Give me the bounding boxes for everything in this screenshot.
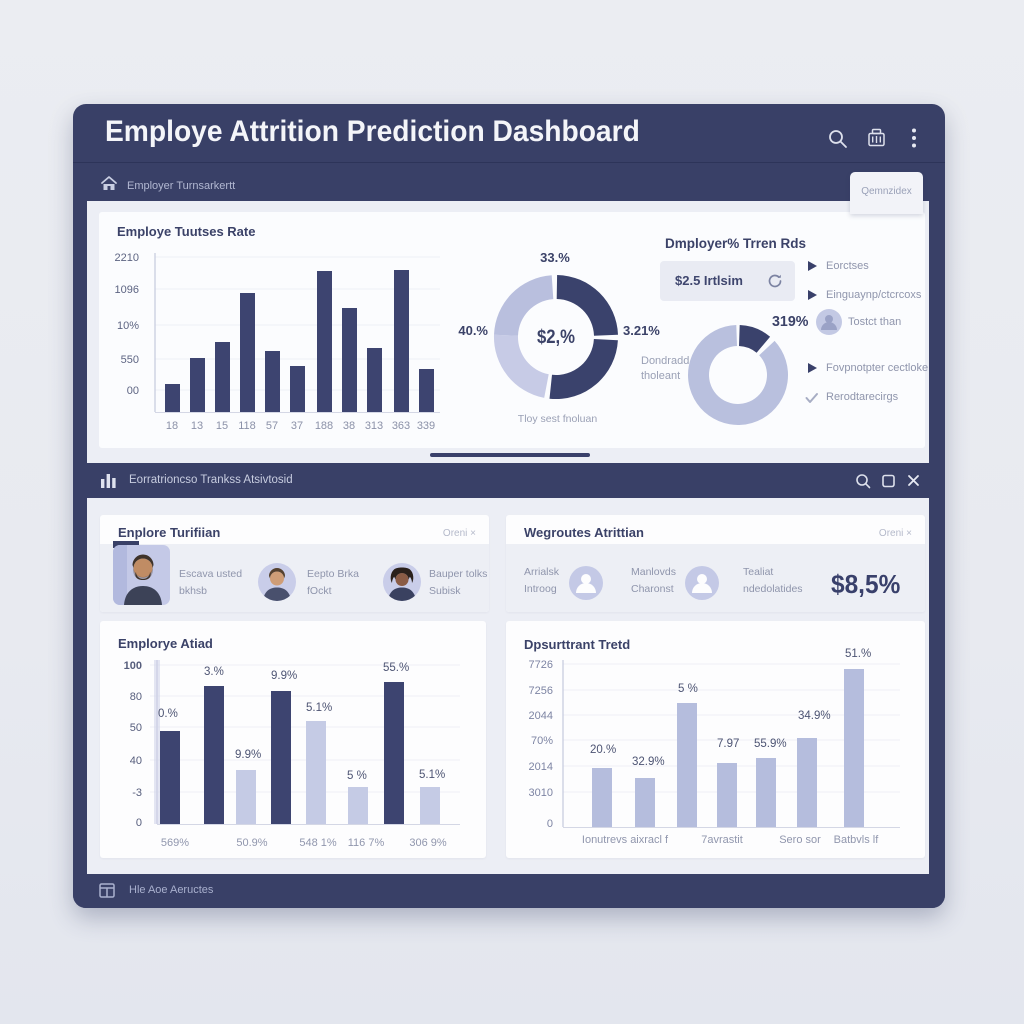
svg-text:38: 38 xyxy=(343,420,355,432)
svg-text:15: 15 xyxy=(216,420,228,432)
svg-text:7256: 7256 xyxy=(529,685,553,697)
svg-text:18: 18 xyxy=(166,420,178,432)
svg-text:51.%: 51.% xyxy=(845,648,871,660)
svg-text:118: 118 xyxy=(238,420,256,432)
svg-text:Batbvls lf: Batbvls lf xyxy=(834,834,880,846)
svg-text:550: 550 xyxy=(121,354,139,366)
svg-text:569%: 569% xyxy=(161,837,189,849)
svg-text:5.1%: 5.1% xyxy=(419,769,445,781)
svg-text:80: 80 xyxy=(130,691,142,703)
svg-text:548 1%: 548 1% xyxy=(299,837,337,849)
svg-text:50.9%: 50.9% xyxy=(236,837,267,849)
svg-text:13: 13 xyxy=(191,420,203,432)
svg-text:3.%: 3.% xyxy=(204,666,224,678)
svg-text:7726: 7726 xyxy=(529,659,553,671)
svg-text:2044: 2044 xyxy=(529,710,553,722)
svg-text:Sero sor: Sero sor xyxy=(779,834,821,846)
svg-text:0.%: 0.% xyxy=(158,708,178,720)
svg-text:2210: 2210 xyxy=(115,252,139,264)
svg-text:100: 100 xyxy=(124,660,142,672)
svg-text:10%: 10% xyxy=(117,320,139,332)
svg-text:-3: -3 xyxy=(132,787,142,799)
svg-text:40: 40 xyxy=(130,755,142,767)
svg-text:7avrastit: 7avrastit xyxy=(701,834,743,846)
svg-text:0: 0 xyxy=(136,817,142,829)
svg-text:306 9%: 306 9% xyxy=(409,837,447,849)
svg-text:00: 00 xyxy=(127,385,139,397)
svg-text:339: 339 xyxy=(417,420,435,432)
svg-text:5 %: 5 % xyxy=(678,683,698,695)
svg-text:34.9%: 34.9% xyxy=(798,710,831,722)
svg-text:363: 363 xyxy=(392,420,410,432)
svg-text:5.1%: 5.1% xyxy=(306,702,332,714)
svg-text:3010: 3010 xyxy=(529,787,553,799)
svg-text:55.%: 55.% xyxy=(383,662,409,674)
svg-text:70%: 70% xyxy=(531,735,553,747)
svg-text:20.%: 20.% xyxy=(590,744,616,756)
svg-text:0: 0 xyxy=(547,818,553,830)
svg-text:1096: 1096 xyxy=(115,284,139,296)
svg-text:37: 37 xyxy=(291,420,303,432)
svg-text:188: 188 xyxy=(315,420,333,432)
svg-text:32.9%: 32.9% xyxy=(632,756,665,768)
svg-text:9.9%: 9.9% xyxy=(235,749,261,761)
svg-text:9.9%: 9.9% xyxy=(271,670,297,682)
svg-text:7.97: 7.97 xyxy=(717,738,739,750)
svg-text:116 7%: 116 7% xyxy=(348,837,385,849)
svg-text:5 %: 5 % xyxy=(347,770,367,782)
svg-text:313: 313 xyxy=(365,420,383,432)
svg-text:Ionutrevs aixracl f: Ionutrevs aixracl f xyxy=(582,834,669,846)
svg-text:50: 50 xyxy=(130,722,142,734)
svg-text:55.9%: 55.9% xyxy=(754,738,787,750)
svg-text:57: 57 xyxy=(266,420,278,432)
svg-text:2014: 2014 xyxy=(529,761,553,773)
